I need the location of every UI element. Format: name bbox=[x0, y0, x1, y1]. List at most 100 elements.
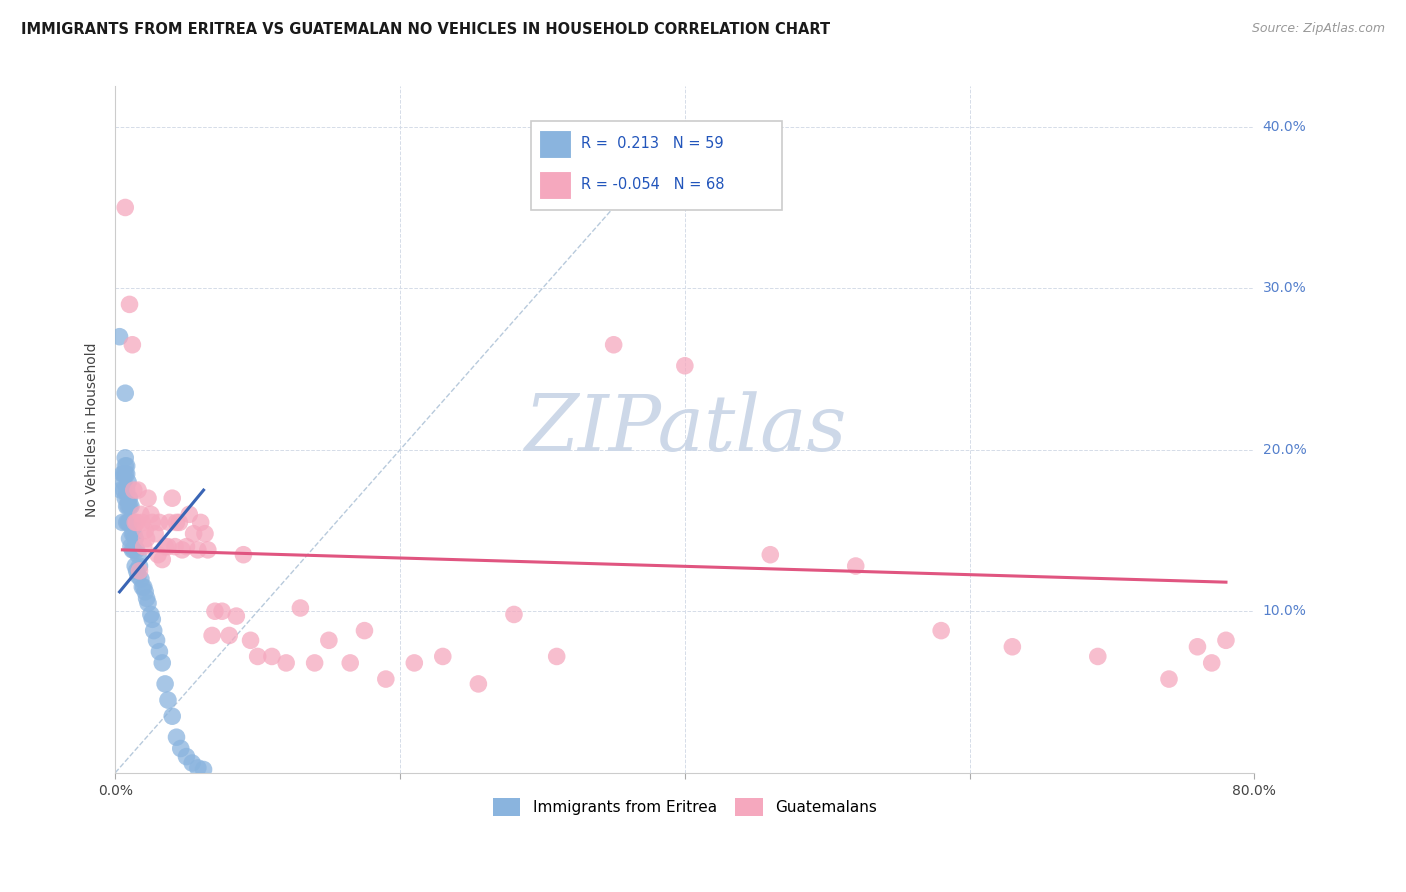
Point bbox=[145, 633, 167, 648]
Point bbox=[118, 516, 141, 530]
Point bbox=[122, 483, 145, 497]
Point bbox=[218, 628, 240, 642]
Point bbox=[148, 645, 170, 659]
Point bbox=[148, 516, 170, 530]
Point bbox=[112, 483, 135, 497]
Point bbox=[166, 730, 188, 744]
Point bbox=[225, 609, 247, 624]
Point bbox=[143, 526, 166, 541]
Point bbox=[1001, 640, 1024, 654]
Point bbox=[115, 483, 138, 497]
Point bbox=[129, 572, 152, 586]
Point bbox=[176, 540, 198, 554]
Point bbox=[546, 649, 568, 664]
Point bbox=[157, 516, 180, 530]
Point bbox=[150, 656, 173, 670]
Point bbox=[276, 656, 298, 670]
Point bbox=[156, 693, 179, 707]
Point bbox=[132, 580, 155, 594]
Text: 20.0%: 20.0% bbox=[1263, 442, 1306, 457]
Point bbox=[117, 475, 139, 489]
Point bbox=[134, 585, 156, 599]
Point bbox=[246, 649, 269, 664]
Point bbox=[124, 516, 146, 530]
Point bbox=[153, 677, 176, 691]
Text: IMMIGRANTS FROM ERITREA VS GUATEMALAN NO VEHICLES IN HOUSEHOLD CORRELATION CHART: IMMIGRANTS FROM ERITREA VS GUATEMALAN NO… bbox=[21, 22, 830, 37]
Point bbox=[211, 604, 233, 618]
Point bbox=[115, 516, 138, 530]
Point bbox=[131, 580, 153, 594]
Point bbox=[845, 559, 868, 574]
Point bbox=[339, 656, 361, 670]
Point bbox=[134, 524, 156, 538]
Point bbox=[117, 491, 139, 506]
Point bbox=[111, 467, 134, 481]
Text: Source: ZipAtlas.com: Source: ZipAtlas.com bbox=[1251, 22, 1385, 36]
Point bbox=[374, 672, 396, 686]
Point bbox=[108, 329, 131, 343]
Point bbox=[153, 540, 176, 554]
Point bbox=[121, 542, 143, 557]
Point bbox=[318, 633, 340, 648]
Point bbox=[115, 458, 138, 473]
Point bbox=[353, 624, 375, 638]
Point bbox=[131, 516, 153, 530]
Point bbox=[1187, 640, 1209, 654]
Point bbox=[197, 542, 219, 557]
Point bbox=[121, 516, 143, 530]
Point bbox=[132, 540, 155, 554]
Point bbox=[204, 604, 226, 618]
Point bbox=[115, 500, 138, 514]
Point bbox=[156, 540, 179, 554]
Point bbox=[127, 483, 149, 497]
Point bbox=[118, 491, 141, 506]
Point bbox=[114, 458, 136, 473]
Point bbox=[112, 467, 135, 481]
Y-axis label: No Vehicles in Household: No Vehicles in Household bbox=[86, 343, 100, 516]
Point bbox=[190, 516, 212, 530]
Point bbox=[114, 450, 136, 465]
Point bbox=[1215, 633, 1237, 648]
Point bbox=[135, 532, 157, 546]
Text: ZIPatlas: ZIPatlas bbox=[523, 392, 846, 467]
Point bbox=[139, 508, 162, 522]
Point bbox=[146, 548, 169, 562]
Point bbox=[183, 526, 205, 541]
Point bbox=[1201, 656, 1223, 670]
Point bbox=[194, 526, 217, 541]
Point bbox=[112, 475, 135, 489]
Point bbox=[122, 526, 145, 541]
Point bbox=[503, 607, 526, 622]
Point bbox=[201, 628, 224, 642]
Point bbox=[172, 542, 194, 557]
Point bbox=[114, 386, 136, 401]
Point bbox=[136, 491, 159, 506]
Point bbox=[142, 624, 165, 638]
Point bbox=[121, 526, 143, 541]
Point bbox=[160, 491, 183, 506]
Point bbox=[125, 542, 148, 557]
Point bbox=[125, 516, 148, 530]
Point bbox=[110, 483, 132, 497]
Point bbox=[187, 761, 209, 775]
Point bbox=[118, 297, 141, 311]
Text: 40.0%: 40.0% bbox=[1263, 120, 1306, 134]
Point bbox=[929, 624, 952, 638]
Point bbox=[139, 607, 162, 622]
Point bbox=[187, 542, 209, 557]
Legend: Immigrants from Eritrea, Guatemalans: Immigrants from Eritrea, Guatemalans bbox=[485, 790, 884, 823]
Text: 10.0%: 10.0% bbox=[1263, 604, 1306, 618]
Point bbox=[114, 201, 136, 215]
Point bbox=[121, 338, 143, 352]
Point bbox=[193, 763, 215, 777]
Point bbox=[170, 741, 193, 756]
Point bbox=[165, 540, 187, 554]
Point bbox=[118, 532, 141, 546]
Point bbox=[432, 649, 454, 664]
Point bbox=[120, 516, 142, 530]
Point bbox=[166, 516, 188, 530]
Point bbox=[127, 568, 149, 582]
Point bbox=[759, 548, 782, 562]
Point bbox=[141, 516, 163, 530]
Point bbox=[117, 516, 139, 530]
